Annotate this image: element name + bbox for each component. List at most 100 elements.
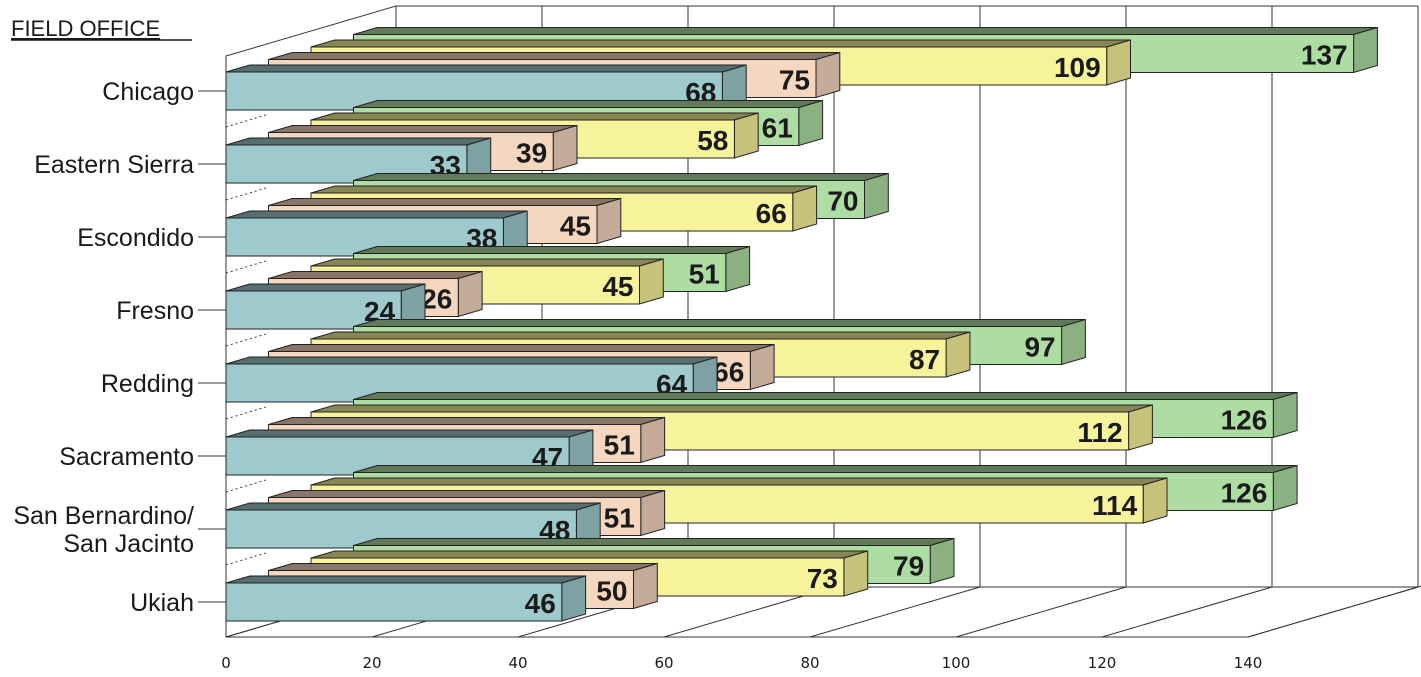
bar-top [353,246,750,254]
bar-end [1142,477,1168,524]
x-tick-label: 140 [1234,654,1263,672]
bar-value-label: 51 [689,259,720,290]
bar-end [596,197,622,245]
bar-top [353,392,1298,400]
x-tick-label: 40 [508,654,527,672]
bar-top [310,477,1168,486]
bar-end [733,112,759,159]
category-label: Ukiah [130,589,194,617]
bar-value-label: 79 [893,551,924,582]
depth-guide [225,260,267,274]
bar-end [639,258,664,305]
bar-top [310,112,759,121]
bar-top [268,344,775,352]
depth-guide [225,114,267,128]
bar-value-label: 45 [602,271,633,302]
bar-top [268,490,665,498]
bar-value-label: 87 [909,344,940,375]
category-label-line: Ukiah [130,589,194,617]
bar-end [792,185,818,232]
x-tick-label: 120 [1088,654,1117,672]
bar-top [225,575,586,584]
gridline-floor [809,586,981,638]
bar-value-label: 112 [1077,417,1122,448]
x-tick-label: 0 [221,654,231,672]
bar-end [864,172,889,220]
category-label-line: San Jacinto [63,530,194,558]
bar: 46 [225,575,587,622]
x-tick-label: 20 [362,654,381,672]
gridline-floor [955,586,1127,638]
bar-end [929,537,955,585]
bar-top [310,258,664,267]
depth-guide [225,406,267,420]
bar-value-label: 70 [827,186,858,217]
category-label: Fresno [116,297,194,325]
bar-top [268,125,578,133]
bar-top [353,465,1298,473]
bar-end [1061,318,1086,366]
bar-front [225,582,563,622]
bar-value-label: 50 [596,576,627,607]
bar-top [310,39,1131,48]
bar-end [552,124,578,172]
category-label-line: Fresno [116,297,194,325]
category-label-line: Eastern Sierra [34,151,194,179]
bar-end [749,343,775,391]
bar-end [945,331,971,378]
bar-end [457,270,483,318]
bar-value-label: 97 [1024,332,1055,363]
bar-top [225,502,601,511]
bar-top [225,210,528,219]
bar-value-label: 109 [1054,52,1101,83]
depth-guide [225,333,267,347]
bar-end [561,575,587,622]
bar-end [798,99,824,147]
bar-top [225,137,491,146]
y-axis-categories: Chicago Eastern Sierra Escondido Fresno Redd… [13,78,267,617]
bar-top [225,283,426,292]
x-axis-ticks: 0 20 40 60 80 100 120 140 [221,654,1262,672]
category-label-line: Redding [101,370,194,398]
depth-guide [225,187,267,201]
bar-top [353,538,955,546]
bar-top [310,331,971,340]
bar-end [1106,39,1131,86]
category-label: Sacramento [59,443,194,471]
bar-value-label: 137 [1301,40,1348,71]
bar-top [310,404,1153,413]
bar-value-label: 58 [697,125,728,156]
category-label-line: Escondido [77,224,194,252]
bar-top [225,356,718,365]
bar-end [1272,464,1298,512]
bar-top [225,429,594,438]
bar-top [268,417,665,425]
category-label-line: Chicago [102,78,194,106]
x-tick-label: 60 [654,654,673,672]
bar-end [725,245,751,293]
bar-end [633,562,658,610]
bar-top [310,550,868,559]
bar-top [353,319,1086,327]
category-label-line: Sacramento [59,443,194,471]
bar-top [353,27,1378,35]
bar-top [268,563,658,571]
bar-end [1353,26,1378,74]
bar-value-label: 39 [516,138,547,169]
category-label-line: San Bernardino/ [13,502,194,530]
bar-top [225,64,747,73]
depth-guide [225,479,267,493]
gridline-floor [1101,586,1273,638]
bar-end [815,51,841,99]
bar-end [640,416,666,464]
category-label: Escondido [77,224,194,252]
x-tick-label: 100 [942,654,971,672]
bar-value-label: 46 [525,588,556,619]
bar-top [310,185,817,194]
category-label: San Bernardino/San Jacinto [13,502,194,558]
bar-top [268,52,840,60]
category-label: Redding [101,370,194,398]
bar-end [843,550,869,597]
bar-top [353,173,889,181]
